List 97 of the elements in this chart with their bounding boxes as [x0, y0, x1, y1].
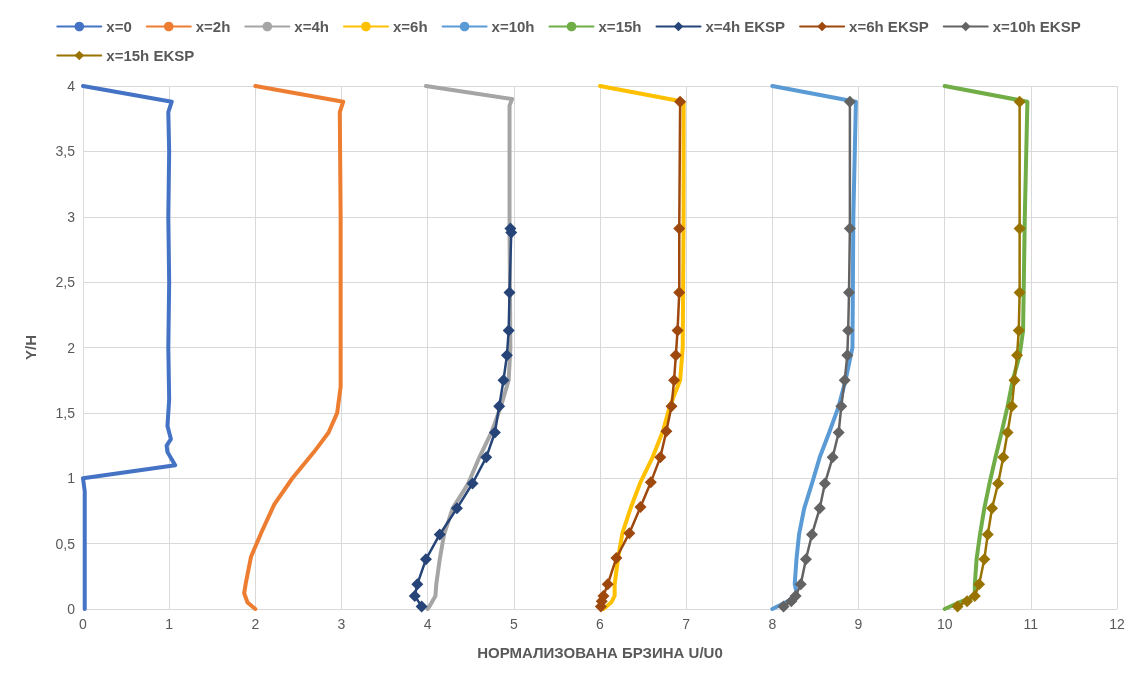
y-tick-label: 1,5: [55, 404, 76, 421]
point: [1011, 349, 1024, 362]
x-axis-title: НОРМАЛИЗОВАНА БРЗИНА U/U0: [477, 644, 723, 661]
point: [674, 95, 687, 108]
point: [978, 553, 991, 566]
point: [411, 578, 424, 591]
point: [601, 578, 614, 591]
y-tick-label: 2,5: [55, 274, 76, 291]
y-tick-label: 1: [67, 470, 76, 487]
point: [610, 552, 623, 565]
point: [997, 451, 1010, 464]
legend-label: x=0: [106, 18, 132, 35]
point: [644, 476, 657, 489]
point: [415, 600, 428, 613]
point: [842, 324, 855, 337]
point: [843, 222, 856, 235]
point: [450, 502, 463, 515]
y-tick-label: 3,5: [55, 143, 76, 160]
point: [503, 286, 516, 299]
legend-label: x=15h EKSP: [106, 47, 195, 64]
x-tick-label: 6: [596, 616, 605, 632]
point: [671, 324, 684, 337]
x-tick-label: 1: [165, 616, 174, 632]
line-series: [942, 84, 1030, 611]
x-tick-label: 7: [682, 616, 691, 632]
legend-label: x=2h: [195, 18, 231, 35]
x-tick-label: 2: [251, 616, 260, 632]
point: [1008, 374, 1021, 387]
point: [843, 286, 856, 299]
x-tick-label: 11: [1023, 616, 1039, 632]
x-tick-label: 4: [423, 616, 432, 632]
x-tick-label: 0: [79, 616, 88, 632]
point: [502, 324, 515, 337]
point: [466, 477, 479, 490]
point: [673, 286, 686, 299]
point: [843, 95, 856, 108]
point: [623, 527, 636, 540]
legend-label: x=10h EKSP: [992, 18, 1081, 35]
line-series: [242, 84, 346, 611]
legend-label: x=6h EKSP: [849, 18, 929, 35]
point: [419, 553, 432, 566]
point: [660, 425, 673, 438]
point: [634, 501, 647, 514]
point: [1013, 222, 1026, 235]
point: [961, 595, 974, 608]
y-tick-label: 4: [67, 78, 76, 94]
point: [799, 553, 812, 566]
point: [794, 578, 807, 591]
legend-label: x=4h: [294, 18, 329, 35]
point: [665, 400, 678, 413]
x-tick-label: 12: [1109, 616, 1125, 632]
point: [981, 528, 994, 541]
point: [826, 451, 839, 464]
y-tick-label: 2: [67, 339, 76, 356]
point: [973, 578, 986, 591]
point: [968, 589, 981, 602]
point: [805, 528, 818, 541]
point: [1013, 95, 1026, 108]
x-tick-label: 9: [854, 616, 863, 632]
y-tick-label: 0: [67, 601, 76, 617]
x-tick-label: 10: [936, 616, 953, 632]
point: [669, 349, 682, 362]
point: [433, 528, 446, 541]
point: [832, 426, 845, 439]
point: [408, 589, 421, 602]
point: [986, 502, 999, 515]
point: [1001, 426, 1014, 439]
point: [841, 349, 854, 362]
point: [777, 600, 790, 613]
point: [673, 222, 686, 235]
point: [1005, 400, 1018, 413]
point: [654, 451, 667, 464]
point: [838, 374, 851, 387]
point: [488, 426, 501, 439]
legend-label: x=6h: [392, 18, 428, 35]
point: [668, 374, 681, 387]
point: [1013, 286, 1026, 299]
x-tick-label: 3: [337, 616, 346, 632]
legend-label: x=15h: [598, 18, 642, 35]
point: [1012, 324, 1025, 337]
legend-label: x=4h EKSP: [705, 18, 786, 35]
y-tick-label: 3: [67, 208, 76, 225]
point: [818, 477, 831, 490]
x-tick-label: 8: [768, 616, 777, 632]
point: [497, 374, 510, 387]
y-axis-title: Y/H: [22, 334, 39, 361]
x-tick-label: 5: [509, 616, 518, 632]
point: [500, 349, 513, 362]
point: [785, 595, 798, 608]
point: [992, 477, 1005, 490]
point: [951, 600, 964, 613]
y-tick-label: 0,5: [55, 535, 76, 552]
legend-label: x=10h: [491, 18, 535, 35]
point: [835, 400, 848, 413]
point: [493, 400, 506, 413]
point: [813, 502, 826, 515]
point: [480, 451, 493, 464]
